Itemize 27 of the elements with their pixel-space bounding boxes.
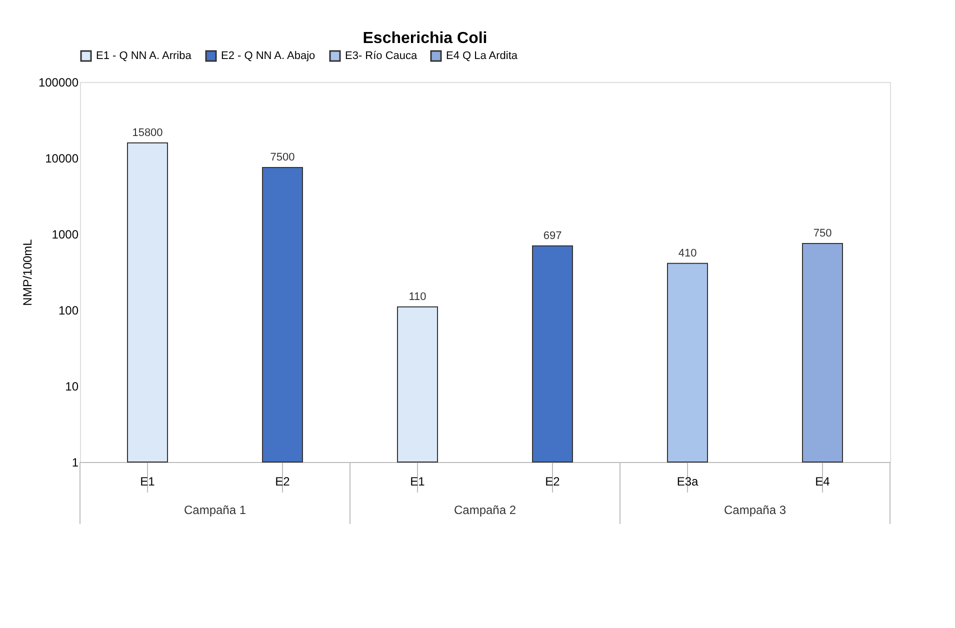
data-label: 110 xyxy=(408,290,426,303)
y-tick-label: 10 xyxy=(65,380,79,394)
text: Campaña 3 xyxy=(724,503,786,517)
legend-label: E3- Río Cauca xyxy=(345,50,418,62)
legend-label: E2 - Q NN A. Abajo xyxy=(221,50,316,62)
text: Campaña 1 xyxy=(184,503,246,517)
x-tick-label: E2 xyxy=(545,474,560,488)
text: Campaña 2 xyxy=(454,503,516,517)
data-label: 410 xyxy=(678,247,697,260)
data-label: 7500 xyxy=(270,151,295,164)
data-label: 697 xyxy=(543,230,562,242)
y-tick-label: 100 xyxy=(58,304,79,318)
x-tick-label: E4 xyxy=(815,474,830,488)
x-tick-label: E2 xyxy=(275,474,290,488)
y-tick-label: 1 xyxy=(72,456,79,470)
x-tick-label: E1 xyxy=(410,474,426,488)
data-label: 750 xyxy=(813,227,832,240)
data-label: 15800 xyxy=(132,126,163,139)
y-tick-label: 1000 xyxy=(52,228,79,242)
y-tick-label: 10000 xyxy=(45,152,79,166)
y-tick-label: 100000 xyxy=(38,76,79,90)
x-tick-label: E1 xyxy=(140,474,156,488)
x-tick-label: E3a xyxy=(676,474,698,488)
y-axis-title: NMP/100mL xyxy=(20,238,34,306)
legend-label: E1 - Q NN A. Arriba xyxy=(96,50,192,62)
legend-label: E4 Q La Ardita xyxy=(446,50,518,62)
chart-title: Escherichia Coli xyxy=(362,30,488,47)
